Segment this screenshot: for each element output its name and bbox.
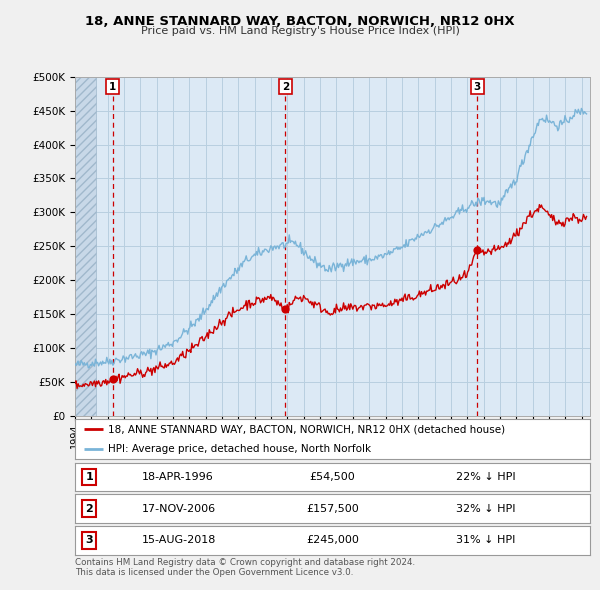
Point — [473, 245, 482, 254]
Text: 18, ANNE STANNARD WAY, BACTON, NORWICH, NR12 0HX (detached house): 18, ANNE STANNARD WAY, BACTON, NORWICH, … — [109, 424, 506, 434]
Text: 2: 2 — [86, 504, 93, 513]
Text: 1: 1 — [109, 82, 116, 92]
Text: 31% ↓ HPI: 31% ↓ HPI — [456, 536, 515, 545]
Text: 22% ↓ HPI: 22% ↓ HPI — [456, 472, 515, 481]
Bar — [75, 77, 96, 416]
Text: £54,500: £54,500 — [310, 472, 355, 481]
Text: 18, ANNE STANNARD WAY, BACTON, NORWICH, NR12 0HX: 18, ANNE STANNARD WAY, BACTON, NORWICH, … — [85, 15, 515, 28]
Text: 1: 1 — [86, 472, 93, 481]
Point — [281, 304, 290, 314]
Text: 3: 3 — [86, 536, 93, 545]
Text: 17-NOV-2006: 17-NOV-2006 — [142, 504, 216, 513]
Text: 3: 3 — [474, 82, 481, 92]
Text: Price paid vs. HM Land Registry's House Price Index (HPI): Price paid vs. HM Land Registry's House … — [140, 26, 460, 36]
Text: £157,500: £157,500 — [306, 504, 359, 513]
Text: 2: 2 — [282, 82, 289, 92]
Text: Contains HM Land Registry data © Crown copyright and database right 2024.
This d: Contains HM Land Registry data © Crown c… — [75, 558, 415, 577]
Text: 15-AUG-2018: 15-AUG-2018 — [142, 536, 216, 545]
Text: 18-APR-1996: 18-APR-1996 — [142, 472, 214, 481]
Text: 32% ↓ HPI: 32% ↓ HPI — [456, 504, 515, 513]
Text: £245,000: £245,000 — [306, 536, 359, 545]
Point — [108, 374, 118, 384]
Text: HPI: Average price, detached house, North Norfolk: HPI: Average price, detached house, Nort… — [109, 444, 371, 454]
